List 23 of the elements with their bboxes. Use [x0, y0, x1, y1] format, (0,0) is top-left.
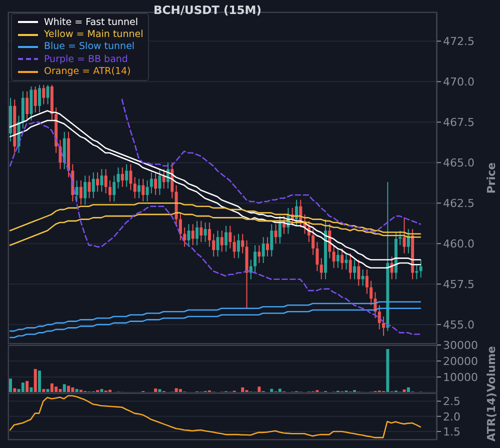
y-tick-label: 2.0	[443, 410, 460, 424]
y-tick-label: 465.0	[443, 156, 474, 170]
y-tick-label: 2.5	[443, 395, 460, 408]
y-tick-label: 10000	[443, 370, 478, 384]
y-tick-label: 20000	[443, 354, 478, 368]
chart-title: BCH/USDT (15M)	[152, 3, 262, 17]
y-tick-label: 457.5	[443, 278, 474, 291]
y-tick-label: 460.0	[443, 237, 474, 250]
legend-label: Blue = Slow tunnel	[44, 41, 135, 52]
text: Orange = ATR(14)	[44, 66, 131, 78]
y-tick-label: 470.0	[443, 76, 474, 89]
y-tick-label: 455.0	[443, 318, 474, 332]
y-axis-title: Price	[484, 162, 499, 194]
y-axis-title: Volume	[484, 346, 499, 392]
legend-label: Yellow = Main tunnel	[44, 29, 144, 40]
y-tick-label: 462.5	[443, 197, 474, 210]
y-axis-title: ATR(14)	[484, 392, 499, 441]
y-tick-label: 467.5	[443, 116, 474, 130]
y-tick-label: 30000	[443, 338, 478, 352]
legend-label: Purple = BB band	[44, 54, 128, 65]
legend-label: White = Fast tunnel	[44, 16, 138, 28]
y-tick-label: 472.5	[443, 35, 474, 48]
y-tick-label: 1.5	[443, 425, 460, 438]
